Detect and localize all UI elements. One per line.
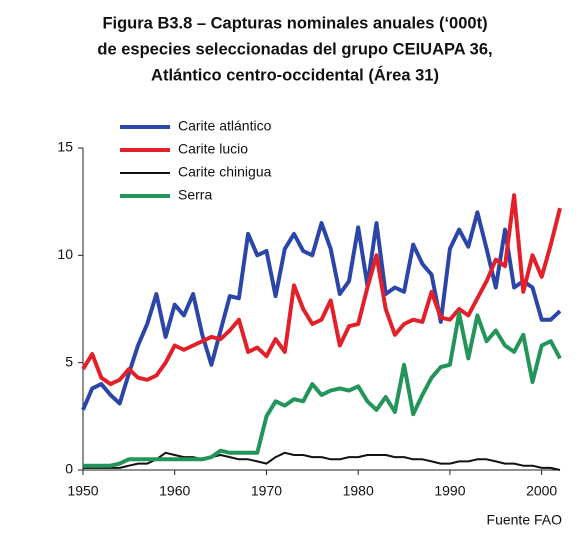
x-tick-label: 1980 bbox=[343, 483, 374, 499]
source-note: Fuente FAO bbox=[487, 512, 563, 528]
x-tick-label: 1990 bbox=[434, 483, 465, 499]
chart-title: Figura B3.8 – Capturas nominales anuales… bbox=[102, 14, 487, 32]
x-tick-label: 1970 bbox=[251, 483, 282, 499]
series-line bbox=[81, 193, 562, 387]
series-line bbox=[83, 311, 562, 468]
y-tick-label: 0 bbox=[65, 461, 73, 477]
series-line bbox=[83, 451, 561, 471]
x-tick-label: 1950 bbox=[67, 483, 98, 499]
y-tick-label: 15 bbox=[57, 139, 73, 155]
legend-label: Carite atlántico bbox=[178, 118, 272, 134]
x-tick-label: 2000 bbox=[526, 483, 557, 499]
chart-title: de especies seleccionadas del grupo CEIU… bbox=[97, 40, 492, 58]
chart-title: Atlántico centro-occidental (Área 31) bbox=[151, 65, 439, 84]
series-line bbox=[81, 210, 562, 411]
x-tick-label: 1960 bbox=[159, 483, 190, 499]
legend-label: Serra bbox=[178, 187, 212, 203]
legend-label: Carite chinigua bbox=[178, 164, 272, 180]
legend-label: Carite lucio bbox=[178, 141, 248, 157]
y-tick-label: 10 bbox=[57, 246, 73, 262]
y-tick-label: 5 bbox=[65, 353, 73, 369]
